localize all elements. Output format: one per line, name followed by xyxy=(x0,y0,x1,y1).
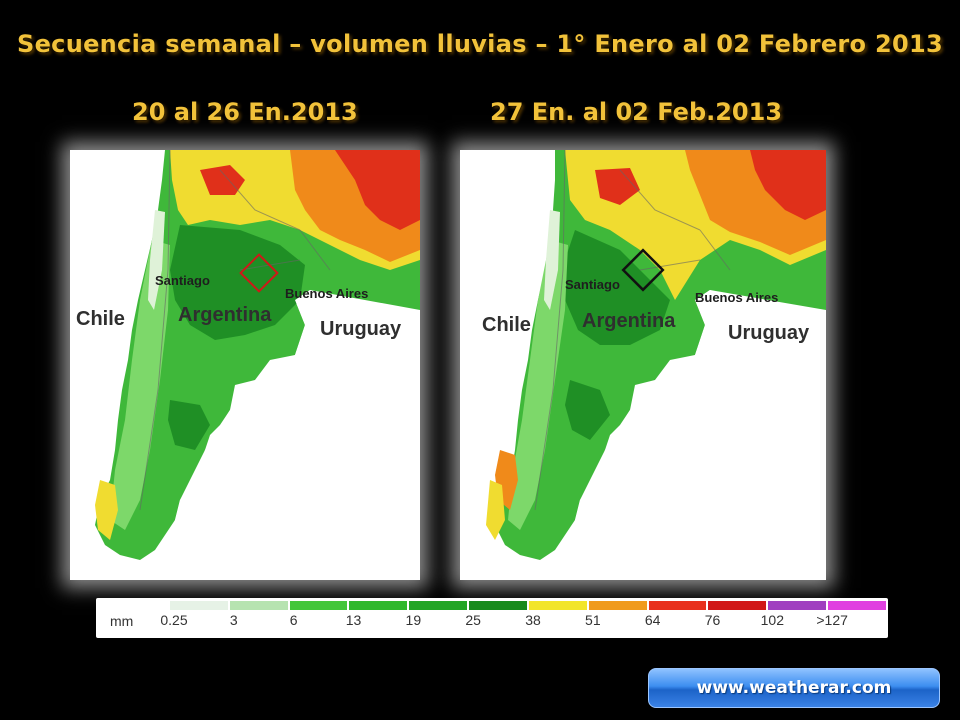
left-panel-date-range: 20 al 26 En.2013 xyxy=(132,98,358,126)
right-map-graphic xyxy=(486,150,826,580)
legend-color-segment xyxy=(170,601,228,610)
legend-tick-label: 6 xyxy=(289,612,298,628)
left-rainfall-map: Santiago Buenos Aires Chile Argentina Ur… xyxy=(70,150,420,580)
zone-light-green xyxy=(110,240,170,530)
zone-red-north xyxy=(200,165,245,195)
legend-color-segment xyxy=(349,601,408,610)
legend-color-segment xyxy=(289,601,348,610)
label-chile: Chile xyxy=(76,308,125,330)
atlantic-ocean xyxy=(160,290,420,580)
right-rainfall-map: Santiago Buenos Aires Chile Argentina Ur… xyxy=(460,150,826,580)
atlantic-ocean xyxy=(560,290,826,580)
legend-tick-label: 38 xyxy=(525,612,541,628)
zone-dark-green-south xyxy=(168,400,210,450)
legend-color-segment xyxy=(648,601,707,610)
borders xyxy=(139,150,331,511)
legend-tick-label: 19 xyxy=(405,612,422,628)
legend-tick-label: 102 xyxy=(760,612,785,628)
legend-color-bar xyxy=(170,601,888,610)
precipitation-legend: mm 0.25 3 6 13 19 25 38 51 64 76 102 >127 xyxy=(96,598,888,638)
legend-color-segment xyxy=(768,601,827,610)
zone-dark-green xyxy=(170,225,305,340)
legend-tick-label: 64 xyxy=(644,612,661,628)
legend-tick-label: 0.25 xyxy=(160,612,188,628)
legend-tick-label: 51 xyxy=(585,612,601,628)
label-argentina: Argentina xyxy=(178,304,272,326)
left-map-graphic xyxy=(95,150,420,580)
label-buenos-aires: Buenos Aires xyxy=(285,286,369,301)
legend-color-segment xyxy=(828,601,886,610)
website-link-button[interactable]: www.weatherar.com xyxy=(648,668,940,708)
label-argentina: Argentina xyxy=(582,310,676,332)
label-uruguay: Uruguay xyxy=(320,318,402,340)
legend-color-segment xyxy=(469,601,527,610)
label-chile: Chile xyxy=(482,314,531,336)
zone-light-green xyxy=(508,240,568,530)
zone-dark-green-south xyxy=(565,380,610,440)
label-buenos-aires: Buenos Aires xyxy=(695,290,779,305)
zone-yellow-south xyxy=(486,480,505,540)
legend-color-segment xyxy=(528,601,587,610)
label-uruguay: Uruguay xyxy=(728,322,810,344)
zone-red-north xyxy=(595,168,640,205)
red-diamond-marker xyxy=(239,253,279,293)
legend-unit: mm xyxy=(110,613,134,629)
legend-color-segment xyxy=(708,601,767,610)
legend-tick-label: >127 xyxy=(816,612,848,628)
borders xyxy=(534,150,731,511)
legend-color-segment xyxy=(588,601,647,610)
zone-pale-strip xyxy=(544,210,560,310)
legend-color-segment xyxy=(229,601,288,610)
black-diamond-marker xyxy=(621,248,665,292)
legend-tick-label: 3 xyxy=(229,612,238,628)
zone-dark-green xyxy=(565,230,670,345)
zone-yellow-south xyxy=(95,480,118,540)
legend-tick-label: 13 xyxy=(345,612,362,628)
page-title: Secuencia semanal – volumen lluvias – 1°… xyxy=(17,30,943,58)
zone-pale-strip xyxy=(148,210,165,310)
label-santiago: Santiago xyxy=(565,277,620,292)
right-panel-date-range: 27 En. al 02 Feb.2013 xyxy=(490,98,783,126)
legend-color-segment xyxy=(409,601,468,610)
zone-red xyxy=(750,150,826,220)
label-santiago: Santiago xyxy=(155,273,210,288)
legend-tick-label: 25 xyxy=(465,612,481,628)
legend-tick-label: 76 xyxy=(704,612,721,628)
zone-red xyxy=(335,150,420,230)
